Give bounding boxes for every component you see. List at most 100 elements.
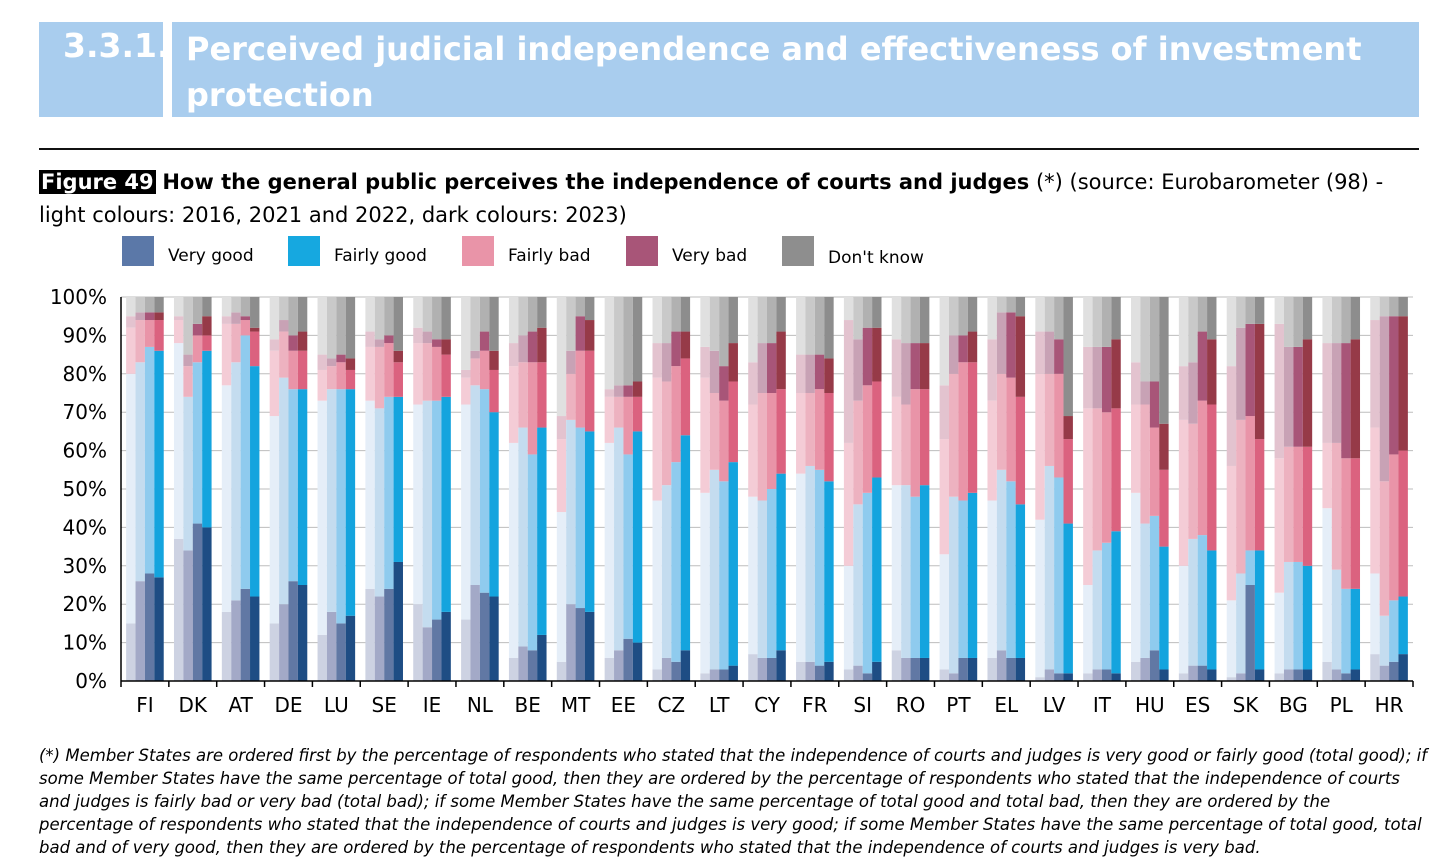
bar-segment (1379, 481, 1390, 616)
bar-segment (748, 297, 758, 363)
bar-segment (374, 408, 385, 597)
bar-segment (1044, 373, 1055, 466)
bar-segment (700, 492, 710, 674)
bar-segment (279, 297, 289, 321)
bar-segment (1063, 523, 1073, 674)
bar-segment (1111, 673, 1121, 681)
bar-segment (269, 416, 280, 624)
bar-segment (652, 500, 662, 670)
bar-segment (891, 650, 902, 681)
bar-segment (814, 297, 825, 355)
bar-segment (479, 389, 490, 593)
bar-segment (1035, 373, 1045, 520)
bar-segment (632, 396, 643, 432)
bar-segment (422, 627, 433, 681)
bar-segment (173, 320, 184, 344)
legend-swatch-fairly-bad (462, 236, 494, 266)
figure-footnote: (*) Member States are ordered first by t… (39, 746, 1428, 857)
bar-segment (489, 369, 499, 413)
y-tick-label: 80% (63, 362, 107, 386)
bar-segment (623, 297, 633, 386)
bar-segment (518, 335, 528, 363)
legend-swatch-very-bad (626, 236, 658, 266)
figure-title: How the general public perceives the ind… (162, 170, 1030, 194)
bar-segment (297, 389, 308, 585)
y-tick-label: 40% (63, 515, 107, 539)
bar-segment (709, 669, 720, 681)
bar-segment (910, 657, 920, 681)
bar-segment (479, 297, 490, 332)
bar-segment (126, 297, 136, 317)
bar-segment (853, 665, 863, 681)
bar-segment (1054, 339, 1064, 374)
bar-segment (958, 500, 968, 658)
bar-segment (489, 350, 499, 370)
bar-segment (336, 354, 346, 363)
bar-segment (422, 343, 433, 401)
bar-segment (1101, 297, 1112, 347)
bar-segment (154, 350, 164, 578)
bar-segment (652, 377, 662, 501)
bar-segment (1149, 427, 1160, 516)
y-tick-label: 30% (63, 554, 107, 578)
bar-segment (1322, 297, 1332, 344)
bar-segment (135, 312, 145, 321)
bar-segment (805, 393, 815, 466)
x-tick-label: EL (994, 693, 1019, 717)
bar-segment (1379, 615, 1390, 666)
bar-segment (250, 297, 260, 328)
bar-segment (910, 343, 920, 390)
bar-segment (1350, 458, 1361, 589)
bar-segment (1245, 550, 1255, 585)
bar-segment (575, 350, 585, 428)
bar-segment (1149, 297, 1160, 382)
bar-segment (461, 297, 471, 370)
bar-segment (1341, 343, 1351, 459)
bar-segment (345, 615, 356, 681)
bar-segment (987, 339, 997, 401)
bar-segment (1370, 320, 1380, 428)
bar-segment (919, 389, 930, 486)
bar-segment (1111, 531, 1121, 674)
bar-segment (575, 427, 585, 609)
bar-segment (1159, 297, 1169, 424)
bar-segment (996, 312, 1007, 374)
bar-segment (183, 297, 193, 355)
bar-segment (144, 346, 155, 574)
bar-segment (843, 442, 854, 566)
bar-segment (853, 297, 863, 340)
bar-segment (297, 585, 308, 681)
bar-segment (757, 657, 767, 681)
bar-segment (154, 577, 164, 681)
bar-segment (1350, 339, 1361, 459)
bar-segment (1063, 673, 1073, 681)
bar-segment (1197, 331, 1208, 401)
bar-segment (796, 354, 806, 393)
bar-segment (126, 373, 136, 624)
bar-segment (345, 389, 356, 616)
bar-segment (221, 323, 232, 386)
bar-segment (413, 327, 423, 344)
bar-segment (231, 600, 241, 681)
bar-segment (1054, 673, 1064, 681)
bar-segment (671, 297, 681, 332)
bar-segment (508, 442, 519, 658)
bar-segment (413, 343, 423, 405)
bar-segment (862, 327, 873, 386)
bar-segment (614, 297, 624, 386)
bar-segment (231, 297, 241, 313)
bar-segment (584, 320, 595, 351)
bar-segment (767, 343, 777, 393)
bar-segment (661, 485, 672, 658)
x-tick-label: BG (1279, 693, 1308, 717)
bar-segment (202, 297, 212, 317)
bar-segment (671, 462, 681, 662)
bar-segment (1207, 404, 1217, 551)
bar-segment (461, 377, 471, 405)
x-tick-label: PL (1330, 693, 1354, 717)
bar-segment (614, 427, 624, 651)
bar-segment (709, 350, 720, 393)
bar-segment (374, 346, 385, 409)
bar-segment (1197, 400, 1208, 536)
bar-segment (1101, 669, 1112, 681)
